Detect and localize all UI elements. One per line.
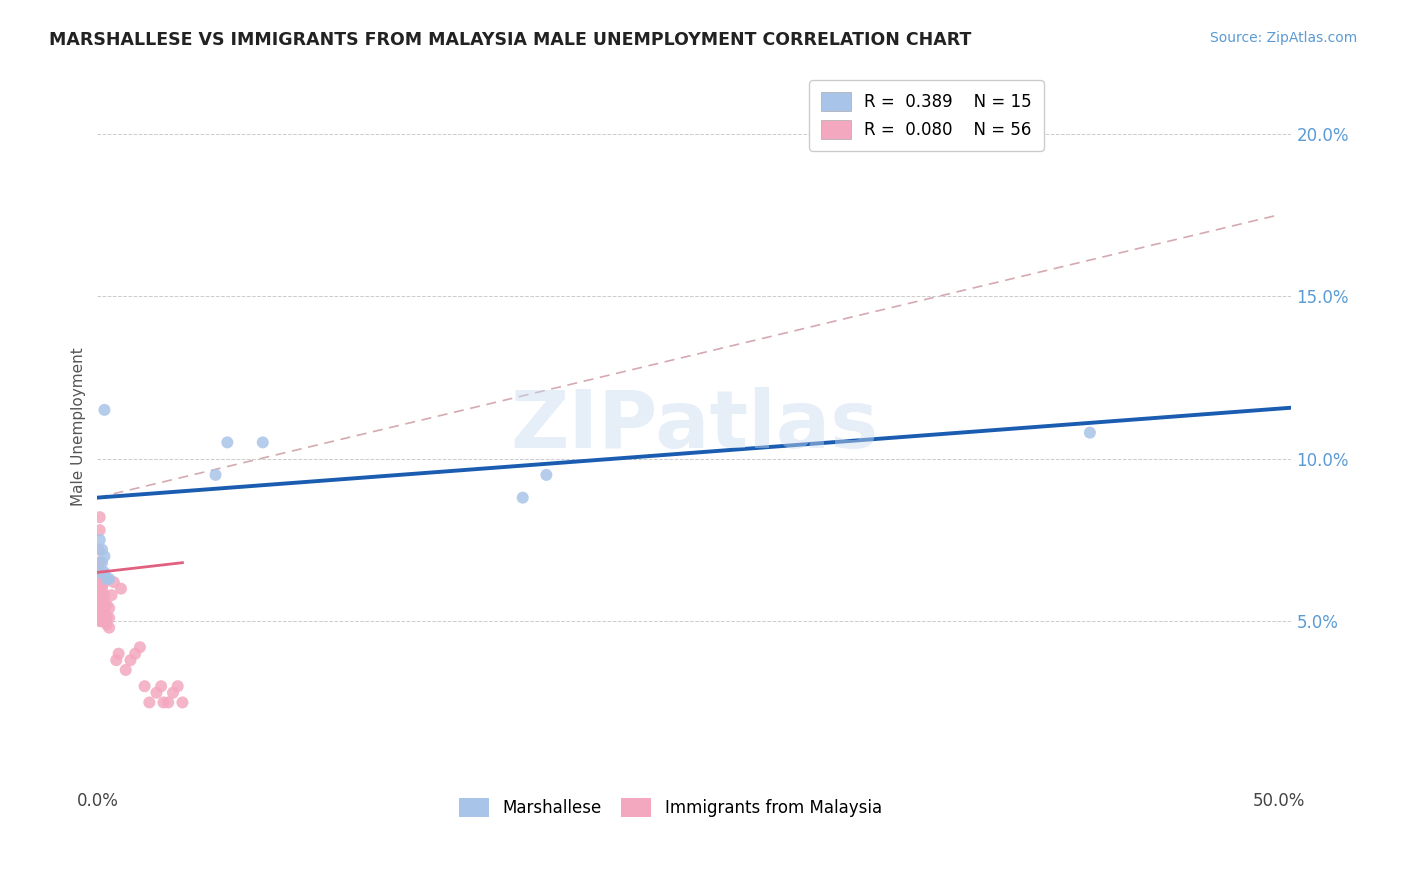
Point bbox=[152, 696, 174, 710]
Point bbox=[91, 607, 114, 622]
Text: MARSHALLESE VS IMMIGRANTS FROM MALAYSIA MALE UNEMPLOYMENT CORRELATION CHART: MARSHALLESE VS IMMIGRANTS FROM MALAYSIA … bbox=[49, 31, 972, 49]
Point bbox=[96, 617, 118, 632]
Text: Source: ZipAtlas.com: Source: ZipAtlas.com bbox=[1209, 31, 1357, 45]
Point bbox=[93, 402, 115, 417]
Point bbox=[128, 640, 150, 655]
Point bbox=[93, 588, 115, 602]
Point bbox=[98, 572, 121, 586]
Point bbox=[91, 556, 114, 570]
Point bbox=[89, 523, 111, 537]
Text: ZIPatlas: ZIPatlas bbox=[510, 387, 879, 465]
Y-axis label: Male Unemployment: Male Unemployment bbox=[72, 347, 86, 506]
Point bbox=[93, 614, 115, 628]
Point bbox=[96, 598, 118, 612]
Point bbox=[91, 566, 114, 580]
Point bbox=[110, 582, 132, 596]
Point bbox=[172, 696, 194, 710]
Point bbox=[87, 598, 110, 612]
Point bbox=[93, 575, 115, 590]
Point bbox=[536, 467, 558, 482]
Point bbox=[204, 467, 226, 482]
Point bbox=[98, 621, 121, 635]
Point bbox=[162, 686, 184, 700]
Point bbox=[93, 549, 115, 564]
Point bbox=[96, 572, 118, 586]
Point bbox=[89, 582, 111, 596]
Point bbox=[89, 566, 111, 580]
Point bbox=[87, 575, 110, 590]
Point bbox=[89, 556, 111, 570]
Point bbox=[91, 542, 114, 557]
Point bbox=[89, 598, 111, 612]
Point bbox=[96, 611, 118, 625]
Point bbox=[91, 582, 114, 596]
Point bbox=[93, 566, 115, 580]
Point bbox=[89, 607, 111, 622]
Point bbox=[98, 601, 121, 615]
Point bbox=[1078, 425, 1101, 440]
Point bbox=[91, 588, 114, 602]
Point bbox=[87, 582, 110, 596]
Point bbox=[134, 679, 156, 693]
Point bbox=[87, 588, 110, 602]
Point bbox=[91, 601, 114, 615]
Point bbox=[114, 663, 136, 677]
Point bbox=[124, 647, 146, 661]
Legend: Marshallese, Immigrants from Malaysia: Marshallese, Immigrants from Malaysia bbox=[450, 789, 890, 825]
Point bbox=[87, 572, 110, 586]
Point bbox=[120, 653, 142, 667]
Point bbox=[107, 647, 129, 661]
Point bbox=[93, 607, 115, 622]
Point bbox=[252, 435, 274, 450]
Point bbox=[89, 533, 111, 547]
Point bbox=[103, 575, 125, 590]
Point bbox=[138, 696, 160, 710]
Point bbox=[93, 604, 115, 618]
Point bbox=[100, 588, 122, 602]
Point bbox=[91, 614, 114, 628]
Point bbox=[145, 686, 167, 700]
Point bbox=[87, 542, 110, 557]
Point bbox=[89, 588, 111, 602]
Point bbox=[217, 435, 239, 450]
Point bbox=[91, 595, 114, 609]
Point bbox=[512, 491, 534, 505]
Point bbox=[89, 510, 111, 524]
Point bbox=[91, 575, 114, 590]
Point bbox=[89, 614, 111, 628]
Point bbox=[150, 679, 173, 693]
Point bbox=[93, 598, 115, 612]
Point bbox=[157, 696, 180, 710]
Point bbox=[98, 611, 121, 625]
Point bbox=[166, 679, 188, 693]
Point bbox=[89, 566, 111, 580]
Point bbox=[105, 653, 128, 667]
Point bbox=[89, 575, 111, 590]
Point bbox=[87, 566, 110, 580]
Point bbox=[87, 556, 110, 570]
